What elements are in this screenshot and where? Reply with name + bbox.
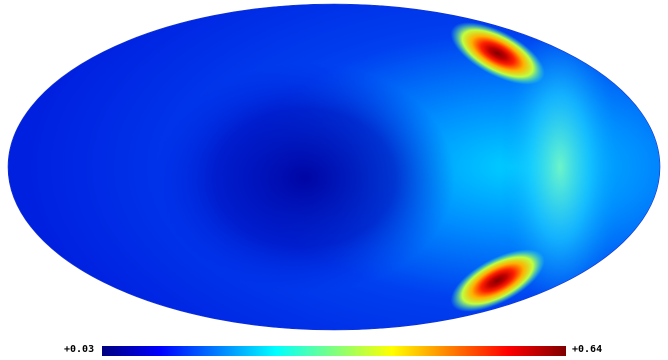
colorbar	[102, 346, 566, 356]
cold-region	[155, 63, 455, 293]
warm-band	[500, 22, 620, 312]
hotspot-1	[450, 22, 545, 85]
colorbar-max-label: +0.64	[572, 344, 603, 355]
map-body	[8, 4, 660, 330]
map-outline	[7, 3, 661, 331]
hotspot-2	[450, 249, 545, 312]
colorbar-min-label: +0.03	[64, 344, 95, 355]
hotspot-group	[450, 22, 545, 312]
